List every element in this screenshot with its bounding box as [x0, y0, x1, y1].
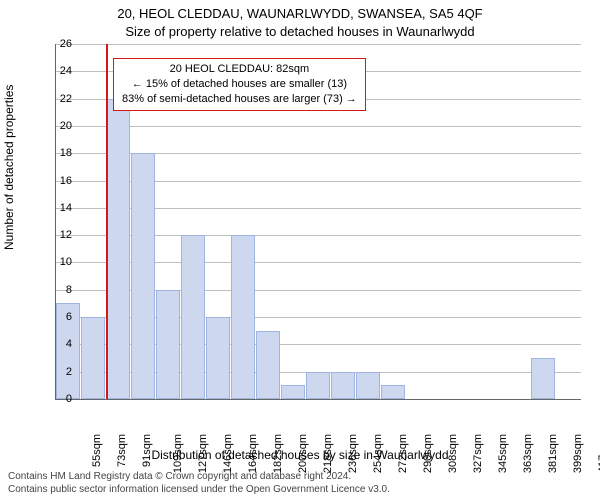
x-tick-label: 254sqm — [372, 434, 384, 473]
callout-line: ← 15% of detached houses are smaller (13… — [122, 77, 357, 92]
histogram-bar — [531, 358, 555, 399]
y-tick-label: 12 — [52, 229, 72, 241]
y-tick-label: 26 — [52, 38, 72, 50]
x-tick-label: 200sqm — [297, 434, 309, 473]
callout-line: 83% of semi-detached houses are larger (… — [122, 92, 357, 107]
x-tick-label: 164sqm — [247, 434, 259, 473]
x-tick-label: 327sqm — [472, 434, 484, 473]
y-tick-label: 6 — [52, 311, 72, 323]
x-tick-label: 73sqm — [116, 434, 128, 467]
histogram-bar — [106, 99, 130, 399]
y-tick-label: 2 — [52, 366, 72, 378]
x-tick-label: 308sqm — [447, 434, 459, 473]
x-tick-label: 55sqm — [91, 434, 103, 467]
histogram-bar — [281, 385, 305, 399]
reference-marker-line — [106, 44, 108, 399]
footer-line-2: Contains public sector information licen… — [8, 483, 390, 496]
y-axis-label: Number of detached properties — [2, 85, 16, 250]
histogram-bar — [256, 331, 280, 399]
histogram-bar — [306, 372, 330, 399]
x-tick-label: 272sqm — [397, 434, 409, 473]
histogram-chart: 20, HEOL CLEDDAU, WAUNARLWYDD, SWANSEA, … — [0, 0, 600, 500]
y-tick-label: 18 — [52, 147, 72, 159]
histogram-bar — [231, 235, 255, 399]
y-tick-label: 22 — [52, 93, 72, 105]
y-tick-label: 0 — [52, 393, 72, 405]
y-tick-label: 16 — [52, 175, 72, 187]
histogram-bar — [331, 372, 355, 399]
x-tick-label: 91sqm — [141, 434, 153, 467]
histogram-bar — [156, 290, 180, 399]
histogram-bar — [206, 317, 230, 399]
x-tick-label: 182sqm — [272, 434, 284, 473]
y-tick-label: 8 — [52, 284, 72, 296]
x-tick-label: 236sqm — [347, 434, 359, 473]
y-tick-label: 14 — [52, 202, 72, 214]
histogram-bar — [181, 235, 205, 399]
chart-footer: Contains HM Land Registry data © Crown c… — [8, 470, 390, 496]
histogram-bar — [131, 153, 155, 399]
x-tick-label: 146sqm — [222, 434, 234, 473]
y-tick-label: 20 — [52, 120, 72, 132]
x-tick-label: 345sqm — [497, 434, 509, 473]
grid-line — [56, 126, 581, 127]
chart-super-title: 20, HEOL CLEDDAU, WAUNARLWYDD, SWANSEA, … — [0, 6, 600, 21]
x-tick-label: 363sqm — [522, 434, 534, 473]
x-tick-label: 381sqm — [547, 434, 559, 473]
histogram-bar — [381, 385, 405, 399]
y-tick-label: 10 — [52, 256, 72, 268]
callout-line: 20 HEOL CLEDDAU: 82sqm — [122, 62, 357, 77]
x-tick-label: 218sqm — [322, 434, 334, 473]
x-tick-label: 399sqm — [572, 434, 584, 473]
x-tick-label: 127sqm — [197, 434, 209, 473]
x-tick-label: 290sqm — [422, 434, 434, 473]
grid-line — [56, 44, 581, 45]
chart-title: Size of property relative to detached ho… — [0, 24, 600, 39]
x-tick-label: 109sqm — [172, 434, 184, 473]
marker-callout: 20 HEOL CLEDDAU: 82sqm← 15% of detached … — [113, 58, 366, 111]
histogram-bar — [356, 372, 380, 399]
x-tick-label: 417sqm — [597, 434, 600, 473]
y-tick-label: 4 — [52, 338, 72, 350]
y-tick-label: 24 — [52, 65, 72, 77]
histogram-bar — [81, 317, 105, 399]
